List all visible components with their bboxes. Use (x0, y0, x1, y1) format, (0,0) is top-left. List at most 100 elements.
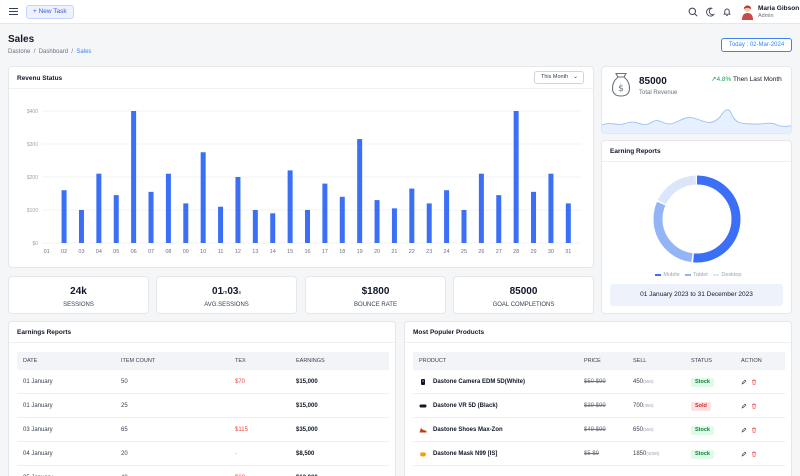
cell-status: Stock (691, 370, 714, 394)
revenue-bar-chart: $0 $100 $200 $300 $400 01 02 03 04 05 06 07 08 09 10 11… (27, 109, 581, 255)
x-tick-label: 25 (461, 249, 467, 255)
x-tick-label: 21 (391, 249, 397, 255)
x-tick-label: 27 (496, 249, 502, 255)
svg-text:$: $ (618, 84, 624, 94)
stat-label: AVG.SESSIONS (204, 302, 249, 308)
edit-icon[interactable] (741, 379, 747, 385)
x-tick-label: 15 (287, 249, 293, 255)
bar-30 (548, 173, 554, 243)
cell-date: 01 January (23, 403, 53, 409)
breadcrumb-item-dastone[interactable]: Dastone (8, 49, 31, 55)
edit-icon[interactable] (741, 427, 747, 433)
cell-count: 20 (121, 451, 128, 457)
user-role: Admin (758, 13, 774, 19)
x-tick-label: 22 (409, 249, 415, 255)
divider (9, 342, 395, 343)
vr-headset-product-icon (419, 404, 427, 408)
earnings-reports-card: Earnings Reports DATE ITEM COUNT TEX EAR… (8, 321, 396, 476)
x-tick-label: 20 (374, 249, 380, 255)
search-icon[interactable] (688, 7, 698, 17)
x-tick-label: 16 (304, 249, 310, 255)
column-header-status: STATUS (691, 358, 712, 364)
bar-20 (374, 200, 380, 243)
trend-percent: 4.8% (716, 76, 732, 83)
x-tick-label: 06 (131, 249, 137, 255)
avatar[interactable] (741, 4, 754, 20)
cell-price: $39 $99 (584, 403, 606, 409)
cell-product-name[interactable]: Dastone VR 5D (Black) (433, 403, 498, 409)
column-header-tex: TEX (235, 358, 246, 364)
table-row: 03 January 65 $115 $35,000 (17, 418, 389, 442)
cell-count: 25 (121, 403, 128, 409)
donut-slice-tablet (653, 175, 741, 263)
mask-product-icon (420, 452, 426, 457)
stat-label: SESSIONS (63, 302, 94, 308)
bar-03 (78, 210, 84, 243)
cell-earnings: $35,000 (296, 427, 318, 433)
x-tick-label: 09 (183, 249, 189, 255)
y-tick-label: $400 (27, 109, 38, 115)
bar-23 (426, 203, 432, 243)
revenue-sparkline (602, 109, 791, 133)
table-row: Dastone Mask N99 [IS] $5 $9 1850(4000) S… (413, 442, 785, 466)
table-row: Dastone Shoes Max-Zon $49 $99 650(550) S… (413, 418, 785, 442)
trash-icon[interactable] (751, 379, 757, 385)
x-tick-label: 30 (548, 249, 554, 255)
stat-card-sessions: 24k SESSIONS (8, 276, 149, 314)
cell-tex: $60 (235, 466, 245, 476)
page-title: Sales (8, 34, 35, 45)
trash-icon[interactable] (751, 427, 757, 433)
period-select-label: This Month (541, 74, 569, 80)
x-tick-label: 24 (444, 249, 450, 255)
total-revenue-value: 85000 (639, 76, 667, 87)
menu-icon[interactable] (9, 8, 18, 15)
cell-tex: $115 (235, 427, 248, 433)
column-header-item-count: ITEM COUNT (121, 358, 156, 364)
today-date-button[interactable]: Today : 02-Mar-2024 (721, 38, 792, 52)
user-name[interactable]: Maria Gibson (758, 5, 800, 12)
cell-product-name[interactable]: Dastone Shoes Max-Zon (433, 427, 503, 433)
stat-value: 85000 (509, 286, 538, 297)
x-tick-label: 07 (148, 249, 154, 255)
table-header: PRODUCT PRICE SELL STATUS ACTION (413, 352, 785, 370)
trash-icon[interactable] (751, 451, 757, 457)
edit-icon[interactable] (741, 451, 747, 457)
column-header-action: ACTION (741, 358, 762, 364)
period-select[interactable]: This Month ⌄ (534, 71, 584, 84)
legend-mobile: Mobile (663, 272, 680, 278)
cell-product-name[interactable]: Dastone Camera EDM 5D(White) (433, 379, 526, 385)
bar-15 (287, 170, 293, 243)
stat-value: 01m03s (212, 286, 241, 297)
x-tick-label: 26 (478, 249, 484, 255)
x-tick-label: 23 (426, 249, 432, 255)
breadcrumb-item-dashboard[interactable]: Dashboard (38, 49, 69, 55)
cell-count: 40 (121, 466, 128, 476)
breadcrumb: Dastone / Dashboard / Sales (8, 49, 92, 55)
edit-icon[interactable] (741, 403, 747, 409)
moon-icon[interactable] (705, 7, 715, 17)
cell-sell: 650(550) (633, 427, 654, 433)
cell-status: Sold (691, 394, 711, 418)
divider (9, 88, 593, 89)
trash-icon[interactable] (751, 403, 757, 409)
cell-price: $50 $99 (584, 379, 606, 385)
cell-earnings: $12,000 (296, 466, 318, 476)
x-tick-label: 12 (235, 249, 241, 255)
x-tick-label: 04 (96, 249, 102, 255)
cell-sell: 450(550) (633, 379, 654, 385)
x-tick-label: 01 (44, 249, 50, 255)
new-task-button[interactable]: + New Task (26, 5, 74, 19)
x-tick-label: 03 (78, 249, 84, 255)
bar-04 (96, 173, 102, 243)
cell-date: 05 January (23, 466, 53, 476)
legend-desktop: Desktop (721, 272, 742, 278)
x-tick-label: 28 (513, 249, 519, 255)
cell-product-name[interactable]: Dastone Mask N99 [IS] (433, 451, 498, 457)
popular-products-title: Most Populer Products (413, 329, 485, 336)
bell-icon[interactable] (722, 7, 732, 17)
bar-07 (148, 191, 154, 243)
chevron-down-icon: ⌄ (572, 74, 578, 80)
cell-price: $5 $9 (584, 451, 600, 457)
earning-reports-title: Earning Reports (610, 148, 661, 155)
bar-02 (61, 190, 67, 243)
